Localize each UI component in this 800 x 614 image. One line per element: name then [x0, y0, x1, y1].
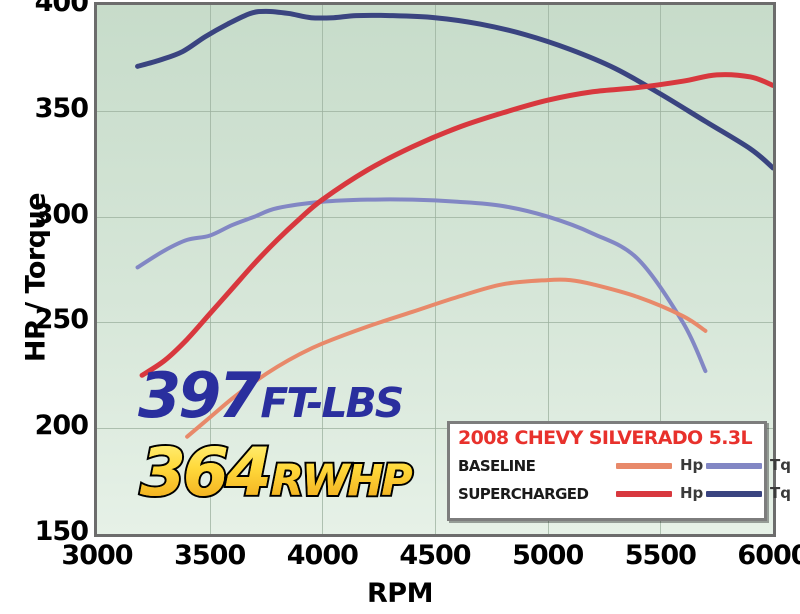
series-curves: [97, 5, 773, 534]
gridline-h-250: [97, 322, 773, 324]
legend-label-baseline-hp: Hp: [680, 456, 704, 474]
gridline-v-4500: [435, 5, 436, 534]
legend: 2008 CHEVY SILVERADO 5.3L BASELINE Hp Tq…: [447, 421, 791, 521]
legend-row-supercharged: SUPERCHARGED Hp Tq: [458, 482, 791, 506]
gridline-v-5500: [660, 5, 662, 534]
y-tick-400: 400: [34, 0, 89, 18]
curve-baseline-hp: [187, 280, 705, 437]
peak-hp-value-outline: 364: [138, 434, 274, 511]
gridline-v-4000: [322, 5, 324, 534]
x-tick-4000: 4000: [286, 540, 359, 571]
y-tick-300: 300: [34, 198, 89, 230]
legend-swatch-supercharged-hp: [616, 491, 672, 497]
y-tick-200: 200: [34, 410, 89, 442]
curve-supercharged-tq: [138, 11, 773, 168]
peak-torque-unit: FT-LBS: [260, 379, 404, 427]
legend-title: 2008 CHEVY SILVERADO 5.3L: [458, 427, 753, 449]
plot-inner: [97, 5, 773, 534]
peak-hp-callout-outline: 364RWHP: [138, 438, 415, 508]
legend-row-supercharged-label: SUPERCHARGED: [458, 485, 589, 503]
legend-swatch-supercharged-tq: [706, 491, 762, 497]
gridline-v-3500: [209, 5, 211, 534]
y-axis-title: HP / Torque: [20, 192, 52, 363]
x-tick-3000: 3000: [61, 540, 133, 571]
peak-torque-value: 397: [138, 359, 261, 432]
legend-label-supercharged-tq: Tq: [770, 484, 791, 502]
y-tick-150: 150: [34, 516, 89, 547]
peak-torque-callout: 397FT-LBS: [138, 365, 404, 427]
legend-row-baseline-label: BASELINE: [458, 457, 536, 475]
peak-hp-unit: RWHP: [270, 456, 411, 506]
y-tick-350: 350: [34, 92, 89, 124]
curve-supercharged-hp: [142, 75, 773, 376]
x-axis-title: RPM: [367, 578, 433, 609]
gridline-h-200: [97, 428, 773, 430]
x-tick-3500: 3500: [174, 540, 246, 571]
x-tick-5500: 5500: [624, 540, 697, 571]
legend-label-supercharged-hp: Hp: [680, 484, 704, 502]
x-tick-6000: 6000: [737, 540, 800, 571]
peak-hp-callout: 364RWHP: [140, 440, 411, 506]
gridline-h-350: [97, 110, 773, 112]
x-tick-5000: 5000: [512, 540, 584, 571]
legend-row-baseline: BASELINE Hp Tq: [458, 454, 791, 478]
legend-label-baseline-tq: Tq: [770, 456, 791, 474]
peak-hp-value: 364: [140, 434, 269, 511]
peak-hp-unit-outline: RWHP: [269, 456, 415, 506]
curve-baseline-tq: [138, 199, 706, 371]
gridline-v-5000: [547, 5, 549, 534]
gridline-h-300: [97, 216, 773, 218]
x-axis-labels: 3000 3500 4000 4500 5000 5500 6000: [0, 540, 800, 580]
x-tick-4500: 4500: [399, 540, 471, 571]
y-tick-250: 250: [34, 304, 89, 336]
legend-swatch-baseline-tq: [706, 463, 762, 469]
y-axis-labels: 150 200 250 300 350 400: [0, 0, 92, 614]
legend-swatch-baseline-hp: [616, 463, 672, 469]
